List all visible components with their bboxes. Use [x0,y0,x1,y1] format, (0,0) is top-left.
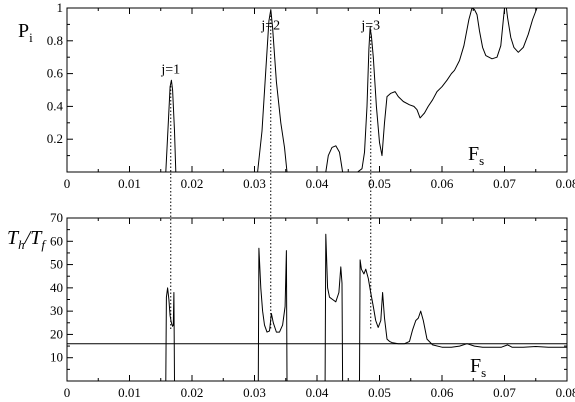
x-tick-label: 0.05 [368,176,391,191]
y-tick-label: 20 [50,326,63,341]
x-tick-label: 0.06 [431,385,454,400]
top-x-axis-label: Fs [468,143,484,168]
x-tick-label: 0.07 [493,385,516,400]
y-tick-label: 0.4 [47,98,64,113]
x-tick-label: 0.02 [181,176,204,191]
y-tick-label: 50 [50,257,63,272]
bottom-x-ticks: 0 0.01 0.02 0.03 0.04 0.05 0.06 0.07 0.08 [64,218,575,400]
top-x-ticks: 0 0.01 0.02 0.03 0.04 0.05 0.06 0.07 0.08 [64,8,575,191]
y-tick-label: 0.2 [47,131,63,146]
bottom-y-axis-label: Th/Tf [7,227,47,252]
x-tick-label: 0 [64,385,71,400]
annotation-j1: j=1 [160,63,180,78]
x-tick-label: 0.02 [181,385,204,400]
x-tick-label: 0.01 [118,176,141,191]
y-tick-label: 10 [50,350,63,365]
y-tick-label: 70 [50,210,63,225]
annotation-j3: j=3 [360,18,380,33]
x-tick-label: 0.04 [306,176,329,191]
top-y-ticks: 0.2 0.4 0.6 0.8 1 [47,0,567,157]
top-y-axis-label: Pi [18,20,33,45]
x-tick-label: 0.08 [556,176,575,191]
y-tick-label: 1 [57,0,64,15]
top-annotations: j=1 j=2 j=3 [160,18,380,77]
y-tick-label: 60 [50,233,63,248]
y-tick-label: 0.8 [47,33,63,48]
x-tick-label: 0.08 [556,385,575,400]
x-tick-label: 0.01 [118,385,141,400]
y-tick-label: 30 [50,303,63,318]
bottom-panel: 0 0.01 0.02 0.03 0.04 0.05 0.06 0.07 0.08 10 20 30… [7,210,575,400]
x-tick-label: 0.03 [243,385,266,400]
annotation-j2: j=2 [260,18,280,33]
x-tick-label: 0.07 [493,176,516,191]
x-tick-label: 0.06 [431,176,454,191]
bottom-plot-frame [66,217,568,382]
x-tick-label: 0.05 [368,385,391,400]
top-series-line [165,7,542,173]
top-dotted-markers [170,12,372,330]
y-tick-label: 0.6 [47,66,64,81]
x-tick-label: 0.04 [306,385,329,400]
x-tick-label: 0.03 [243,176,266,191]
bottom-series-line [165,233,567,382]
bottom-y-ticks: 10 20 30 40 50 60 70 [50,210,567,370]
top-panel: 0 0.01 0.02 0.03 0.04 0.05 0.06 0.07 0.08 0.2 0.4… [18,0,575,330]
top-plot-frame [66,7,568,173]
x-tick-label: 0 [64,176,71,191]
bottom-x-axis-label: Fs [470,355,486,380]
y-tick-label: 40 [50,280,63,295]
